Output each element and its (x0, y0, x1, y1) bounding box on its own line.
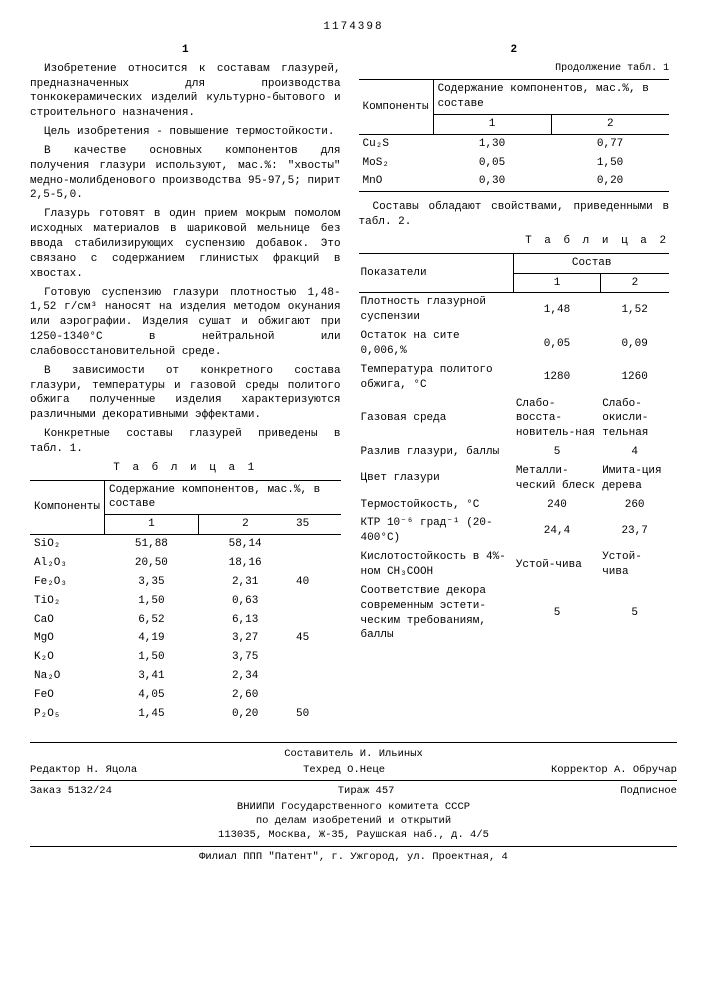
t1-hdr-comp: Компоненты (30, 480, 105, 535)
table-row: CaO6,526,13 (30, 611, 341, 630)
paragraph: Составы обладают свойствами, приведенным… (359, 200, 670, 230)
table-row: Термостойкость, °С240260 (359, 496, 670, 515)
table-row: P₂O₅1,450,2050 (30, 705, 341, 724)
table-row: Fe₂O₃3,352,3140 (30, 573, 341, 592)
table-row: Цвет глазуриМеталли-ческий блескИмита-ци… (359, 462, 670, 496)
table-row: Na₂O3,412,34 (30, 667, 341, 686)
table-row: Разлив глазури, баллы54 (359, 443, 670, 462)
left-column: 1 Изобретение относится к составам глазу… (30, 43, 341, 732)
right-column: 2 Продолжение табл. 1 Компоненты Содержа… (359, 43, 670, 732)
paragraph: Изобретение относится к составам глазуре… (30, 62, 341, 121)
table-row: Соответствие декора современным эстети-ч… (359, 582, 670, 645)
footer-org2: по делам изобретений и открытий (30, 814, 677, 828)
t1-col1: 1 (105, 515, 199, 535)
table-row: MnO0,300,20 (359, 172, 670, 191)
table-row: TiO₂1,500,63 (30, 592, 341, 611)
footer-addr2: Филиал ППП "Патент", г. Ужгород, ул. Про… (30, 850, 677, 864)
footer-tirazh: Тираж 457 (338, 784, 395, 798)
table-row: Остаток на сите 0,006,%0,050,09 (359, 327, 670, 361)
footer-org1: ВНИИПИ Государственного комитета СССР (30, 800, 677, 814)
footer-composer: Составитель И. Ильиных (30, 747, 677, 761)
footer: Составитель И. Ильиных Редактор Н. Яцола… (30, 742, 677, 864)
table2: Показатели Состав 1 2 Плотность глазурно… (359, 253, 670, 645)
table-row: FeO4,052,60 (30, 686, 341, 705)
table-row: Cu₂S1,300,77 (359, 134, 670, 153)
line-num: 35 (292, 515, 341, 535)
table-row: Температура политого обжига, °С12801260 (359, 361, 670, 395)
table1-continuation: Компоненты Содержание компонентов, мас.%… (359, 79, 670, 192)
table-row: MoS₂0,051,50 (359, 154, 670, 173)
table-row: Плотность глазурной суспензии1,481,52 (359, 293, 670, 327)
footer-podpis: Подписное (620, 784, 677, 798)
doc-number: 1174398 (30, 20, 677, 35)
footer-addr1: 113035, Москва, Ж-35, Раушская наб., д. … (30, 828, 677, 842)
table1-title: Т а б л и ц а 1 (30, 461, 341, 476)
footer-tech: Техред О.Неце (303, 763, 385, 777)
table-row: Al₂O₃20,5018,16 (30, 554, 341, 573)
footer-corrector: Корректор А. Обручар (551, 763, 677, 777)
paragraph: Глазурь готовят в один прием мокрым помо… (30, 207, 341, 281)
paragraph: В зависимости от конкретного состава гла… (30, 364, 341, 423)
table-row: Газовая средаСлабо-восста-новитель-наяСл… (359, 395, 670, 444)
right-page-num: 2 (359, 43, 670, 58)
t1-hdr-content: Содержание компонентов, мас.%, в составе (105, 480, 341, 515)
paragraph: Цель изобретения - повышение термостойко… (30, 125, 341, 140)
table1-cont-title: Продолжение табл. 1 (359, 62, 670, 76)
footer-order: Заказ 5132/24 (30, 784, 112, 798)
paragraph: Готовую суспензию глазури плотностью 1,4… (30, 286, 341, 360)
table1: Компоненты Содержание компонентов, мас.%… (30, 480, 341, 724)
table-row: K₂O1,503,75 (30, 648, 341, 667)
t1-col2: 2 (198, 515, 292, 535)
table2-title: Т а б л и ц а 2 (359, 234, 670, 249)
table-row: Кислотостойкость в 4%-ном СН₃СООНУстой-ч… (359, 548, 670, 582)
page-columns: 1 Изобретение относится к составам глазу… (30, 43, 677, 732)
paragraph: В качестве основных компонентов для полу… (30, 144, 341, 203)
table-row: SiO₂51,8858,14 (30, 535, 341, 554)
table-row: КТР 10⁻⁶ град⁻¹ (20-400°С)24,423,7 (359, 514, 670, 548)
paragraph: Конкретные составы глазурей приведены в … (30, 427, 341, 457)
footer-editor: Редактор Н. Яцола (30, 763, 137, 777)
table-row: MgO4,193,2745 (30, 629, 341, 648)
left-page-num: 1 (30, 43, 341, 58)
